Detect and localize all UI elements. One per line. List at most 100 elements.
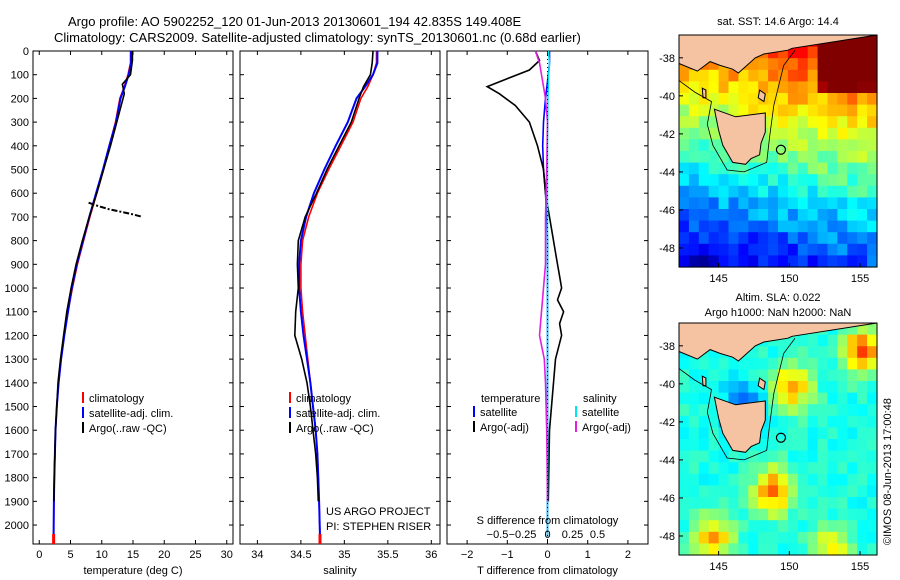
sst_map-cell — [679, 93, 690, 106]
sst_map-cell — [797, 174, 809, 187]
sla_map-cell — [708, 531, 720, 544]
sla_map-cell — [698, 473, 710, 486]
sla_map-cell — [827, 392, 838, 405]
sst_map-cell — [787, 162, 799, 175]
sst_map-cell — [817, 46, 829, 59]
sst_map-cell — [817, 220, 829, 233]
temperature-xtick-label: 25 — [189, 549, 201, 561]
sst_map-cell — [728, 69, 739, 82]
sla_map-cell — [698, 485, 710, 498]
sla_map-cell — [679, 392, 690, 405]
sst_map-cell — [768, 174, 779, 187]
sla_map-cell — [738, 462, 749, 475]
sst_map-cell — [698, 243, 710, 256]
sla_map-cell — [768, 485, 779, 498]
header-line-1: Argo profile: AO 5902252_120 01-Jun-2013… — [68, 14, 522, 29]
sla_map-cell — [837, 543, 848, 556]
sst_map-cell — [708, 151, 720, 164]
sst_map-cell — [679, 162, 690, 175]
sla_map-cell — [817, 450, 829, 463]
sst_map-cell — [807, 81, 819, 94]
sst_map-cell — [698, 197, 710, 210]
sla_map-cell — [857, 381, 868, 394]
sst_map-cell — [728, 93, 739, 106]
sla_map-cell — [778, 334, 789, 347]
sla_map-cell — [867, 357, 878, 370]
sst_map-cell — [698, 139, 710, 152]
sla_map-cell — [679, 427, 690, 440]
sla_map-cell — [857, 485, 868, 498]
sst_map-cell — [748, 162, 759, 175]
sla_map-cell — [837, 508, 848, 521]
difference-series-s-satellite — [546, 50, 551, 537]
sst_map-cell — [738, 209, 749, 222]
sla_map-cell — [797, 485, 809, 498]
sla_map-cell — [738, 369, 749, 382]
sla_map-cell — [698, 531, 710, 544]
sla_map-cell — [857, 346, 868, 359]
sst_map-cell — [748, 58, 759, 71]
sst_map-cell — [718, 69, 730, 82]
sst_map-cell — [787, 104, 799, 117]
salinity-legend-label: satellite-adj. clim. — [296, 408, 380, 420]
sla_map-cell — [837, 462, 848, 475]
sla_map-cell — [787, 427, 799, 440]
sst_map-cell — [758, 185, 769, 198]
salinity-xtick-label: 35 — [338, 549, 350, 561]
sla_map-cell — [718, 369, 730, 382]
sla_map-cell — [758, 346, 769, 359]
sst_map-cell — [679, 209, 690, 222]
sst_map-cell — [817, 81, 829, 94]
legend-s-label: satellite — [582, 407, 619, 419]
sst_map-cell — [847, 93, 858, 106]
sla_map-cell — [827, 508, 838, 521]
sst_map-cell — [688, 81, 700, 94]
sla_map-cell — [768, 415, 779, 428]
sst_map-cell — [857, 127, 868, 140]
sst_map-cell — [679, 243, 690, 256]
sla_map-cell — [778, 415, 789, 428]
sla_map-cell — [817, 346, 829, 359]
sst_map-cell — [787, 151, 799, 164]
sst_map-cell — [867, 243, 878, 256]
sst_map-cell — [797, 209, 809, 222]
sla_map-cell — [817, 508, 829, 521]
sst_map-cell — [847, 255, 858, 268]
sst_map-cell — [698, 104, 710, 117]
temperature-xtick-label: 10 — [96, 549, 108, 561]
sst_map-cell — [679, 81, 690, 94]
sla_map-cell — [837, 427, 848, 440]
sst_map-cell — [718, 197, 730, 210]
sst_map-cell — [807, 162, 819, 175]
sla_map-cell — [827, 439, 838, 452]
sla_map-cell — [718, 473, 730, 486]
sla_map-cell — [778, 450, 789, 463]
sst_map-cell — [698, 255, 710, 268]
sst_map-cell — [797, 69, 809, 82]
sst_map-cell — [837, 243, 848, 256]
sst_map-cell — [807, 127, 819, 140]
panel-sla_map: 145 150 155 -38 -40 -42 -44 -46 -48 Altim. SLA: 0… — [659, 292, 878, 573]
sst_map-xtick-label: 155 — [851, 273, 869, 285]
sla_map-cell — [728, 473, 739, 486]
sla_map-cell — [698, 427, 710, 440]
sst_map-cell — [867, 93, 878, 106]
sst_map-cell — [688, 93, 700, 106]
sla_map-cell — [728, 381, 739, 394]
sst_map-cell — [778, 220, 789, 233]
sst_map-ytick-label: -48 — [659, 243, 675, 255]
sla-map-title-2: Argo h1000: NaN h2000: NaN — [705, 307, 852, 319]
sst_map-cell — [758, 81, 769, 94]
sla_map-cell — [688, 531, 700, 544]
project-annotation: US ARGO PROJECT — [326, 506, 431, 518]
sst_map-cell — [679, 104, 690, 117]
sla_map-cell — [787, 462, 799, 475]
sst_map-cell — [837, 58, 848, 71]
sdiff-tick-label: 0 — [544, 529, 550, 541]
sla_map-cell — [797, 497, 809, 510]
sst_map-cell — [847, 127, 858, 140]
sla_map-cell — [847, 531, 858, 544]
sst_map-cell — [827, 116, 838, 129]
sst_map-cell — [688, 255, 700, 268]
sla_map-cell — [679, 381, 690, 394]
